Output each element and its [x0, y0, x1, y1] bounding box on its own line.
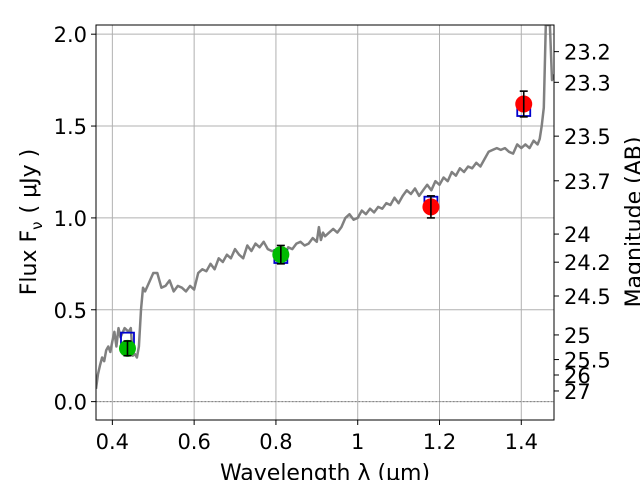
- grid-lines: [96, 25, 554, 420]
- y-tick-label: 1.0: [54, 207, 87, 231]
- x-axis-label: Wavelength λ (μm): [220, 461, 430, 480]
- y2-tick-label: 25: [564, 324, 591, 348]
- y-axis-label-sub: ν: [28, 221, 46, 229]
- x-tick-label: 1.2: [423, 430, 456, 454]
- y2-tick-label: 23.7: [564, 170, 611, 194]
- y-tick-label: 2.0: [54, 23, 87, 47]
- x-tick-label: 0.4: [96, 430, 129, 454]
- y2-axis-label: Magnitude (AB): [622, 137, 640, 308]
- y-tick-label: 0.5: [54, 299, 87, 323]
- y2-tick-label: 23.5: [564, 125, 611, 149]
- x-tick-label: 1.4: [505, 430, 538, 454]
- y2-tick-label: 27: [564, 380, 591, 404]
- y-axis-ticks: 0.0 0.5 1.0 1.5 2.0: [54, 23, 96, 415]
- y-tick-label: 0.0: [54, 391, 87, 415]
- y2-tick-label: 26: [564, 364, 591, 388]
- sed-model-curve: [96, 25, 554, 389]
- y2-tick-label: 24.5: [564, 285, 611, 309]
- y2-tick-label: 25.5: [564, 349, 611, 373]
- x-tick-label: 0.8: [259, 430, 292, 454]
- model-photometry-markers: [120, 102, 532, 347]
- y2-tick-label: 24: [564, 223, 591, 247]
- y-tick-label: 1.5: [54, 115, 87, 139]
- y2-tick-label: 23.2: [564, 41, 611, 65]
- x-tick-label: 0.6: [177, 430, 210, 454]
- y2-tick-label: 24.2: [564, 251, 611, 275]
- x-axis-ticks: 0.4 0.6 0.8 1 1.2 1.4: [96, 420, 538, 454]
- x-tick-label: 1: [351, 430, 364, 454]
- sed-model-line: [96, 25, 554, 389]
- y-axis-label: Flux Fν ( μJy ): [17, 149, 46, 295]
- plot-frame: [95, 24, 555, 421]
- y-axis-label-unit: ( μJy ): [17, 149, 42, 214]
- observed-photometry-markers: [118, 90, 533, 357]
- y2-tick-label: 23.3: [564, 71, 611, 95]
- y-axis-label-main: Flux F: [17, 230, 42, 295]
